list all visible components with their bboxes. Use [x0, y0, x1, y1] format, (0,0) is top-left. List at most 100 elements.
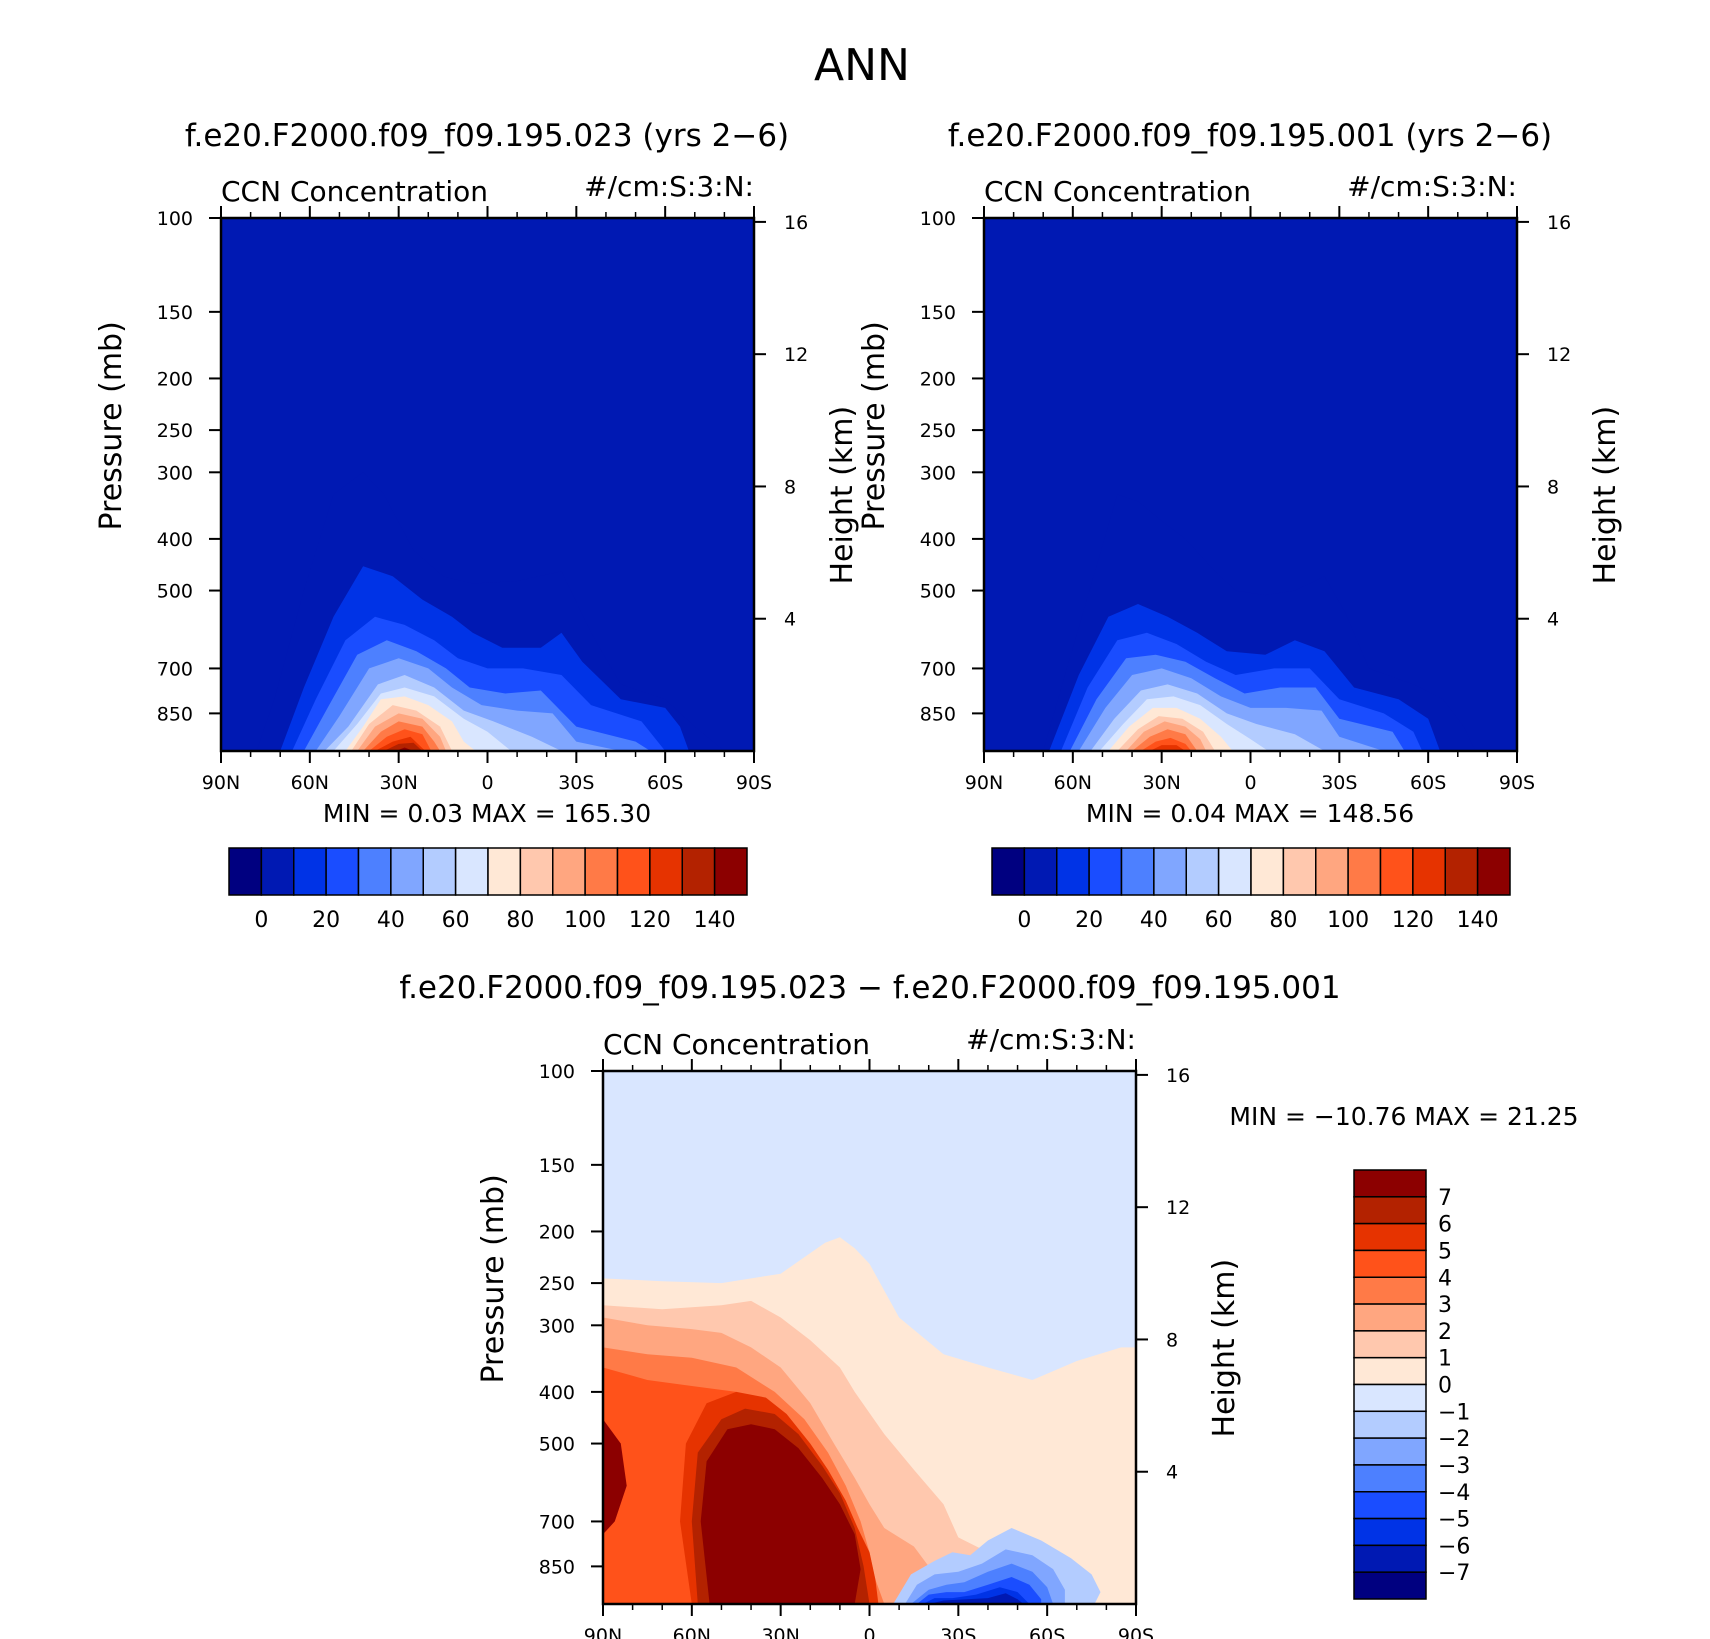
y-tick-label: 250	[539, 1273, 575, 1295]
colorbar-label: 5	[1438, 1239, 1452, 1264]
y-tick-label: 100	[539, 1061, 575, 1083]
colorbar-box	[1444, 847, 1479, 896]
x-tick-label: 0	[863, 1625, 875, 1639]
contour-field	[603, 1071, 1136, 1604]
units-label: #/cm:S:3:N:	[584, 170, 754, 203]
x-tick-label: 60S	[647, 772, 683, 794]
x-tick-label: 90S	[736, 772, 772, 794]
colorbar-label: 120	[629, 908, 671, 933]
x-tick-label: 60N	[673, 1625, 711, 1639]
colorbar-box	[1347, 847, 1382, 896]
colorbar-label: 20	[1075, 908, 1103, 933]
colorbar-box	[1120, 847, 1155, 896]
units-label: #/cm:S:3:N:	[1347, 170, 1517, 203]
height-tick-label: 12	[1547, 344, 1571, 366]
contour-band-11	[952, 1122, 1065, 1243]
y-tick-label: 500	[539, 1434, 575, 1456]
colorbar-label: −2	[1438, 1427, 1470, 1452]
colorbar-box	[1353, 1410, 1427, 1439]
colorbar-box	[454, 847, 489, 896]
max-label: MAX =	[471, 799, 564, 828]
max-value: 148.56	[1327, 799, 1414, 828]
colorbar-box	[1353, 1356, 1427, 1386]
colorbar-box	[1282, 847, 1317, 896]
colorbar-box	[1353, 1464, 1427, 1493]
height-tick-label: 4	[1166, 1462, 1178, 1484]
colorbar-label: 140	[1457, 908, 1499, 933]
y-tick-label: 850	[539, 1556, 575, 1578]
colorbar-box	[1088, 847, 1123, 896]
max-label: MAX =	[1234, 799, 1327, 828]
max-label: MAX =	[1414, 1102, 1507, 1131]
colorbar-label: 80	[1269, 908, 1297, 933]
colorbar-box	[991, 847, 1026, 896]
x-tick-label: 60S	[1410, 772, 1446, 794]
colorbar-box	[1353, 1571, 1427, 1600]
colorbar-box	[1353, 1383, 1427, 1413]
y-tick-label: 150	[157, 302, 193, 324]
panel-2: f.e20.F2000.f09_f09.195.001 (yrs 2−6) 90N…	[857, 118, 1623, 933]
colorbar-box	[584, 847, 619, 896]
x-tick-label: 30N	[379, 772, 417, 794]
colorbar-label: −6	[1438, 1534, 1470, 1559]
colorbar-box	[1315, 847, 1349, 896]
units-label: #/cm:S:3:N:	[966, 1023, 1136, 1056]
y-tick-label: 200	[539, 1221, 575, 1243]
x-tick-label: 60S	[1029, 1625, 1065, 1639]
colorbar-box	[1353, 1169, 1427, 1198]
spacer	[1406, 1102, 1414, 1131]
x-tick-label: 0	[481, 772, 493, 794]
min-max-readout: MIN = 0.03 MAX = 165.30	[323, 799, 651, 828]
colorbar-label: 6	[1438, 1213, 1452, 1238]
colorbar-box	[325, 847, 360, 896]
min-max-readout: MIN = 0.04 MAX = 148.56	[1086, 799, 1414, 828]
contour-band-10	[603, 1113, 731, 1232]
contour-band-9	[603, 1419, 627, 1535]
colorbar-label: 20	[312, 908, 340, 933]
min-max-readout: MIN = −10.76 MAX = 21.25	[1229, 1102, 1578, 1131]
colorbar-box	[1353, 1544, 1427, 1573]
colorbar-box	[228, 847, 263, 896]
height-tick-label: 12	[784, 344, 808, 366]
y-tick-label: 400	[539, 1382, 575, 1404]
height-tick-label: 16	[1166, 1065, 1190, 1087]
colorbar-label: 100	[564, 908, 606, 933]
colorbar-box	[552, 847, 586, 896]
min-label: MIN =	[1086, 799, 1171, 828]
height-tick-label: 8	[784, 476, 796, 498]
colorbar-label: 0	[254, 908, 268, 933]
y-tick-label: 250	[157, 420, 193, 442]
colorbar-box	[1379, 847, 1414, 896]
colorbar-box	[1353, 1491, 1427, 1520]
colorbar-box	[1250, 847, 1285, 896]
colorbar-box	[1353, 1196, 1427, 1225]
y-tick-label: 850	[920, 703, 956, 725]
colorbar-label: 40	[1140, 908, 1168, 933]
variable-label: CCN Concentration	[603, 1028, 870, 1061]
x-tick-label: 90N	[965, 772, 1003, 794]
colorbar-label: 2	[1438, 1320, 1452, 1345]
colorbar-box	[1353, 1437, 1427, 1466]
colorbar-label: 60	[1205, 908, 1233, 933]
min-label: MIN =	[1229, 1102, 1314, 1131]
panel-title: f.e20.F2000.f09_f09.195.001 (yrs 2−6)	[948, 118, 1552, 154]
y-tick-label: 850	[157, 703, 193, 725]
y-tick-label: 300	[920, 462, 956, 484]
height-tick-label: 16	[784, 212, 808, 234]
contour-band-14	[383, 742, 423, 751]
max-value: 21.25	[1507, 1102, 1579, 1131]
colorbar-label: 0	[1438, 1374, 1452, 1399]
spacer	[463, 799, 471, 828]
colorbar-box	[1353, 1303, 1427, 1332]
y-tick-label: 300	[157, 462, 193, 484]
contour-band-13	[1149, 745, 1186, 751]
colorbar-box	[1353, 1249, 1427, 1278]
height-tick-label: 4	[784, 609, 796, 631]
colorbar-label: 60	[442, 908, 470, 933]
colorbar-label: 80	[506, 908, 534, 933]
contour-field	[221, 218, 754, 751]
colorbar-box	[1056, 847, 1090, 896]
y-tick-label: 100	[157, 208, 193, 230]
y2-axis-label: Height (km)	[1207, 1259, 1242, 1438]
